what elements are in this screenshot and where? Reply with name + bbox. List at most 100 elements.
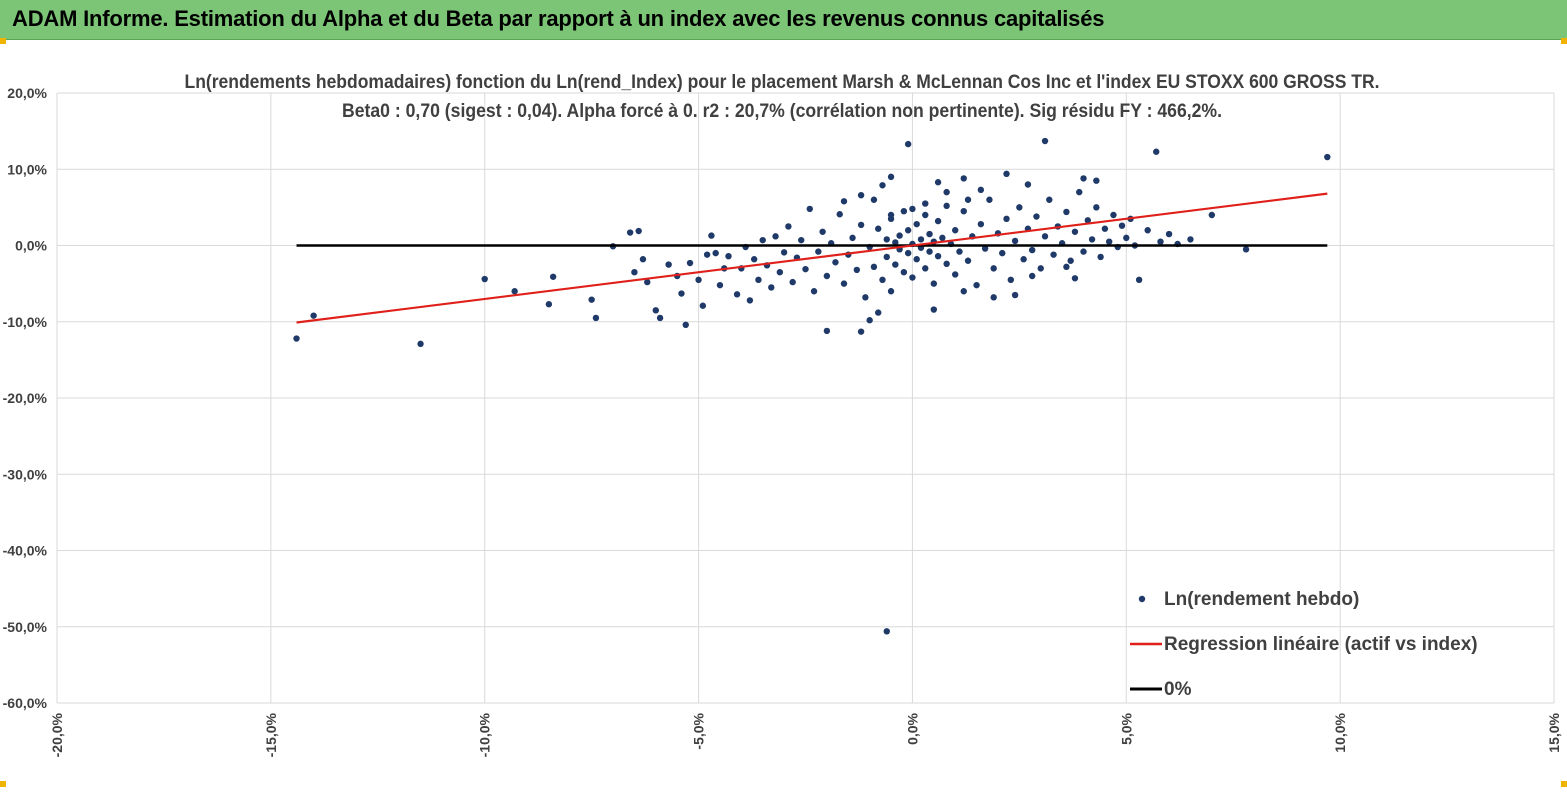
data-point [943,188,950,196]
data-point [922,200,929,207]
data-point [759,236,766,244]
corner-marker [1561,781,1567,787]
data-point [1097,253,1104,261]
data-point [815,248,822,255]
data-point [832,259,839,266]
data-point [733,291,741,298]
x-tick-label: 15,0% [1546,712,1562,752]
data-point [819,228,826,235]
data-point [892,239,899,246]
data-point [1135,276,1143,284]
data-point [1093,204,1100,211]
corner-marker [0,781,6,787]
data-point [1011,237,1019,245]
data-point [549,273,557,280]
data-point [943,202,950,210]
data-point [883,253,890,261]
data-point [1084,217,1091,224]
data-point [780,249,788,256]
data-point [883,236,890,243]
data-point [802,265,809,273]
x-tick-label: 0,0% [904,712,920,744]
data-point [789,278,796,286]
data-point [1101,225,1109,232]
data-point [866,317,873,324]
data-point [883,628,890,635]
data-point [656,314,664,322]
data-point [1123,234,1130,242]
x-tick-label: -10,0% [477,712,493,757]
data-point [1118,222,1126,229]
data-point [875,309,882,316]
data-point [960,288,967,295]
data-point [806,205,813,213]
data-point [917,236,925,243]
data-point [964,196,972,203]
data-point [849,234,856,242]
data-point [1046,196,1053,203]
data-point [943,260,950,267]
x-tick-label: 10,0% [1332,712,1348,752]
data-point [772,233,779,240]
data-point [725,252,732,260]
data-point [879,182,886,189]
data-point [1208,211,1216,219]
data-point [909,274,916,281]
grid-lines [56,92,1555,704]
data-point [896,232,903,239]
data-point [900,207,908,215]
data-point [823,272,831,280]
data-point [750,256,758,263]
data-point [857,221,865,229]
data-point [1028,272,1036,280]
data-point [746,297,754,304]
data-point [1088,236,1096,243]
data-point [904,249,912,257]
data-point [1187,236,1194,243]
y-tick-label: -30,0% [3,466,48,482]
report-header: ADAM Informe. Estimation du Alpha et du … [0,0,1567,40]
data-point [631,268,638,276]
data-point [1007,276,1015,284]
chart-area: 20,0% 10,0% 0,0% -10,0% -20,0% -30,0% -40,0% -5… [0,40,1567,787]
legend-label: Ln(rendement hebdo) [1164,589,1359,610]
chart-legend: Ln(rendement hebdo) Regression linéaire (… [1130,589,1478,700]
data-point [934,217,942,225]
data-point [1011,291,1019,299]
data-point [626,229,634,236]
data-point [999,249,1006,257]
y-tick-label: -10,0% [3,314,48,330]
data-point [1071,228,1079,235]
report-title: ADAM Informe. Estimation du Alpha et du … [12,6,1105,31]
data-point [481,275,488,283]
data-point [853,266,861,274]
data-point [652,307,659,314]
data-point [1024,181,1032,188]
data-point [708,232,715,239]
data-point [977,220,985,228]
data-point [1028,246,1036,254]
data-point [699,302,707,309]
data-point [870,263,878,271]
data-point [592,314,600,322]
data-point [926,248,933,255]
data-point [310,312,317,319]
legend-marker-points [1138,595,1146,603]
data-point [981,245,989,252]
data-point [990,265,997,272]
data-point [964,257,972,264]
data-point [1080,175,1087,182]
corner-marker [1561,38,1567,44]
data-point [1037,265,1044,272]
data-point [952,271,959,278]
data-point [892,261,899,268]
data-point [1105,238,1113,245]
data-point [926,230,933,238]
data-point [644,278,651,286]
data-point [798,236,805,244]
data-point [1324,153,1331,161]
data-point [511,288,518,295]
data-point [768,284,775,291]
data-point [913,220,920,228]
data-point [678,290,685,297]
